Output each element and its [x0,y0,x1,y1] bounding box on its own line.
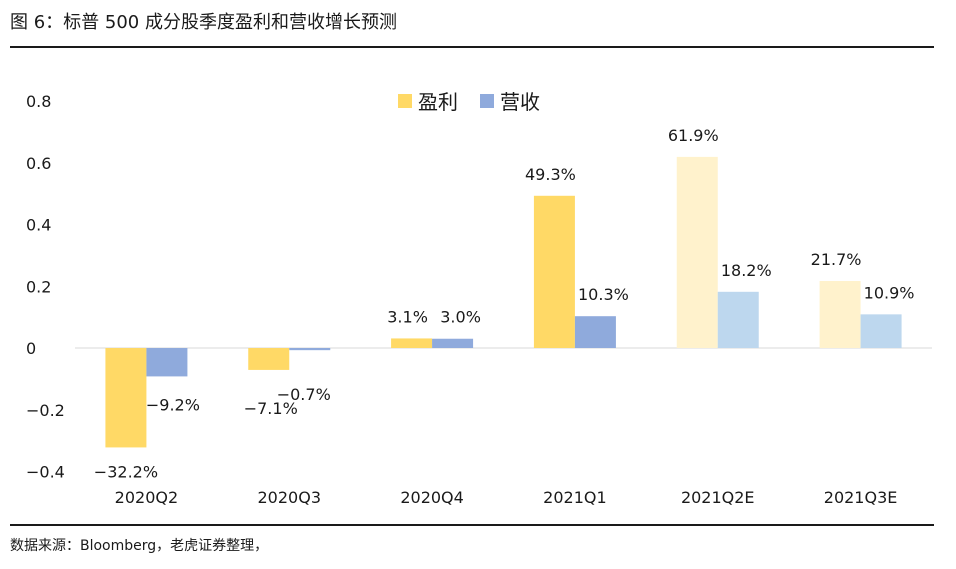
data-labels: −32.2% −9.2% −7.1%−0.7% 3.1% 3.0% 49.3% 10.3% 6… [94,126,915,482]
data-label: 18.2% [721,261,772,280]
data-label: −9.2% [146,395,200,414]
y-tick-label: 0 [26,339,36,358]
bar-revenue [860,314,902,348]
bar-revenue [432,338,474,348]
data-label: 3.1% [387,307,428,326]
bottom-rule [10,524,934,526]
legend-swatch-revenue [480,94,494,108]
y-tick-label: 0.4 [26,216,51,235]
x-tick-label: 2020Q2 [115,488,179,507]
bar-revenue [574,316,616,348]
y-tick-label: −0.2 [26,401,65,420]
y-tick-label: −0.4 [26,463,65,482]
x-tick-label: 2021Q2E [681,488,755,507]
legend-label-revenue: 营收 [500,90,540,114]
y-tick-label: 0.2 [26,277,51,296]
bars [105,156,902,448]
bar-earnings [819,281,861,348]
data-label: 61.9% [668,126,719,145]
bar-earnings [391,338,433,348]
y-tick-label: 0.8 [26,92,51,111]
x-tick-label: 2020Q4 [400,488,464,507]
legend-swatch-earnings [398,94,412,108]
x-tick-label: 2021Q1 [543,488,607,507]
data-label: −32.2% [94,462,158,481]
bar-revenue [289,348,331,351]
data-label: 10.9% [864,283,915,302]
x-tick-label: 2020Q3 [258,488,322,507]
top-rule [10,46,934,48]
x-tick-label: 2021Q3E [824,488,898,507]
bar-earnings [248,348,290,370]
bar-earnings [533,195,575,348]
x-axis: 2020Q2 2020Q3 2020Q4 2021Q1 2021Q2E 2021Q3E [115,488,898,507]
y-tick-label: 0.6 [26,154,51,173]
bar-revenue [146,348,188,377]
bar-revenue [717,291,759,348]
data-label: −0.7% [277,385,331,404]
data-label: 3.0% [440,308,481,327]
bar-earnings [105,348,147,448]
data-label: −7.1% [244,399,298,418]
source-note: 数据来源：Bloomberg，老虎证券整理， [10,538,269,554]
figure-title: 图 6：标普 500 成分股季度盈利和营收增长预测 [10,12,397,33]
legend-label-earnings: 盈利 [418,90,458,114]
y-axis: 0.8 0.6 0.4 0.2 0 −0.2 −0.4 [26,92,65,482]
data-label: 49.3% [525,165,576,184]
legend: 盈利 营收 [398,90,540,114]
data-label: 21.7% [811,250,862,269]
data-label: 10.3% [578,285,629,304]
bar-earnings [676,156,718,348]
